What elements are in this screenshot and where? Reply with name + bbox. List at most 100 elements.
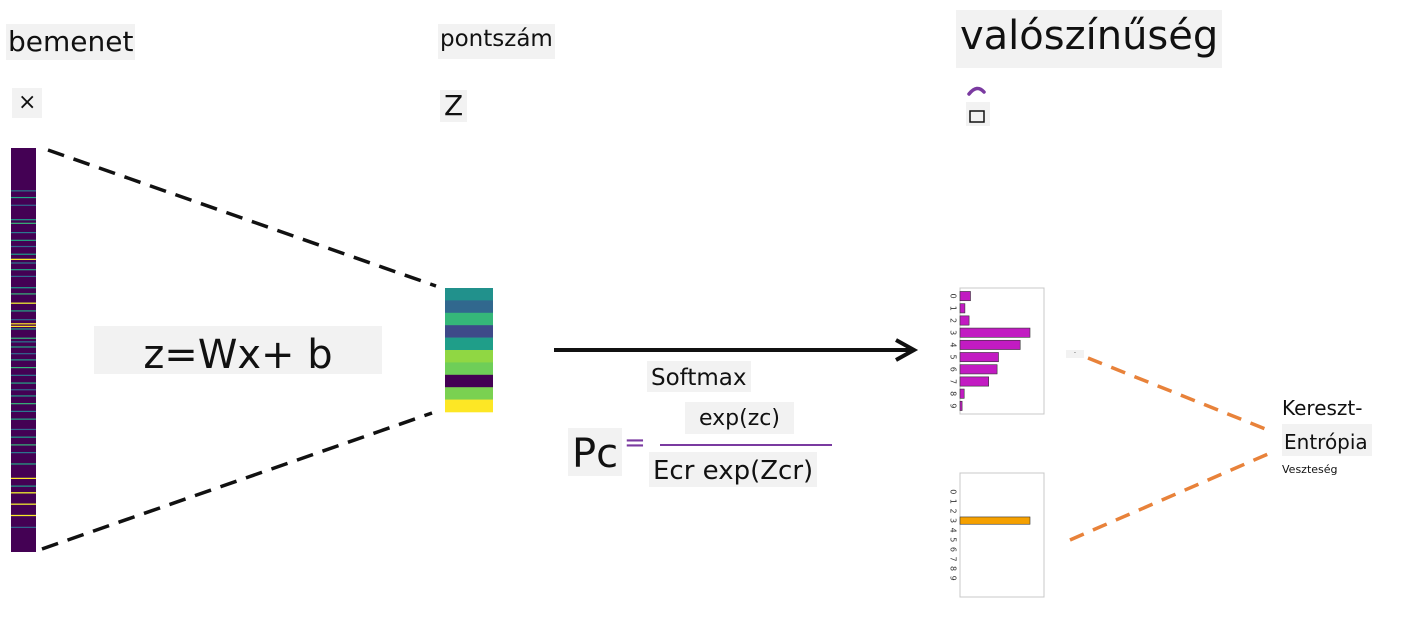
tick-label: 8 <box>949 391 958 396</box>
input-pixel-row <box>11 403 36 405</box>
tick-label: 0 <box>949 489 958 494</box>
tick-label: 6 <box>949 367 958 372</box>
tick-label: 2 <box>949 318 958 323</box>
input-pixel-row-bright <box>11 492 36 494</box>
input-pixel-row-bright <box>11 503 36 505</box>
bar <box>959 388 965 399</box>
input-pixel-row <box>11 485 36 487</box>
bar <box>959 327 1031 338</box>
bar <box>959 291 971 302</box>
input-pixel-row <box>11 269 36 271</box>
loss-top-dash <box>1087 356 1269 432</box>
projection-bottom-dash <box>41 411 433 551</box>
softmax-denominator: Ecr exp(Zcr) <box>649 452 818 487</box>
input-pixel-row <box>11 436 36 438</box>
input-vector-background <box>11 148 36 552</box>
bar <box>959 376 990 387</box>
input-pixel-row <box>11 382 36 384</box>
small-mark: - <box>1066 350 1084 358</box>
input-pixel-row <box>11 310 36 312</box>
tick-label: 8 <box>949 566 958 571</box>
score-vector <box>445 288 493 413</box>
input-pixel-row <box>11 231 36 234</box>
input-pixel-row <box>11 359 36 361</box>
score-cell <box>445 399 493 413</box>
tick-label: 6 <box>949 547 958 552</box>
input-label: bemenet <box>6 24 136 60</box>
input-pixel-row <box>11 319 36 321</box>
tick-label: 5 <box>949 355 958 360</box>
input-pixel-row-bright <box>11 323 36 325</box>
softmax-numerator: exp(zc) <box>685 402 794 434</box>
score-cell <box>445 350 493 363</box>
input-pixel-row-bright <box>11 302 36 304</box>
input-pixel-row <box>11 428 36 431</box>
input-pixel-row <box>11 275 36 277</box>
input-pixel-row <box>11 287 36 289</box>
input-pixel-row <box>11 253 36 255</box>
pc-symbol: Pc <box>568 428 623 476</box>
projection-top-dash <box>47 148 437 288</box>
score-cell <box>445 300 493 314</box>
input-pixel-row <box>11 204 36 206</box>
softmax-label: Softmax <box>647 361 751 392</box>
input-pixel-row <box>11 374 36 376</box>
tick-label: 3 <box>949 330 958 335</box>
tick-label: 1 <box>949 499 958 504</box>
score-cell <box>445 325 493 338</box>
tick-label: 2 <box>949 508 958 513</box>
input-pixel-row <box>11 293 36 295</box>
target-probability-chart: 0 1 2 3 4 5 6 7 8 9 <box>949 472 1045 598</box>
tick-label: 4 <box>949 342 958 347</box>
input-symbol: × <box>12 88 43 118</box>
scores-label: pontszám <box>438 24 555 59</box>
tick-label: 9 <box>949 403 958 408</box>
tick-label: 7 <box>949 556 958 561</box>
input-pixel-row <box>11 410 36 413</box>
input-pixel-row-bright <box>11 477 36 479</box>
chart-frame <box>959 472 1045 598</box>
bar <box>959 364 998 375</box>
tick-label: 1 <box>949 306 958 311</box>
score-cell <box>445 312 493 326</box>
score-cell <box>445 387 493 400</box>
input-vector <box>11 148 36 552</box>
chart-frame <box>959 287 1045 415</box>
tick-label: 9 <box>949 576 958 581</box>
tick-label: 0 <box>949 294 958 299</box>
softmax-arrow-head <box>895 338 919 362</box>
bar <box>959 400 963 411</box>
tick-label: 7 <box>949 379 958 384</box>
input-pixel-row-bright <box>11 258 36 260</box>
score-cell <box>445 288 493 301</box>
input-pixel-row <box>11 196 36 199</box>
bar <box>959 315 970 326</box>
input-pixel-row <box>11 452 36 454</box>
input-pixel-row <box>11 222 36 224</box>
loss-bottom-dash <box>1069 452 1269 542</box>
score-cell <box>445 362 493 376</box>
loss-label: Kereszt- Entrópia Veszteség <box>1282 396 1372 479</box>
input-pixel-row <box>11 262 36 264</box>
bar <box>959 352 999 363</box>
input-pixel-row <box>11 328 36 330</box>
input-pixel-row <box>11 337 36 339</box>
tick-label: 5 <box>949 537 958 542</box>
input-pixel-row <box>11 418 36 420</box>
bar <box>959 303 966 314</box>
input-pixel-row <box>11 526 36 528</box>
tick-label: 3 <box>949 518 958 523</box>
input-pixel-row <box>11 463 36 465</box>
loss-label-line1: Kereszt- <box>1282 396 1363 422</box>
input-pixel-row <box>11 353 36 355</box>
scores-symbol: Z <box>440 90 468 122</box>
equation-label: z=Wx+ b <box>94 326 382 374</box>
input-pixel-row <box>11 245 36 248</box>
bar <box>959 516 1031 525</box>
input-pixel-row <box>11 219 36 221</box>
score-cell <box>445 337 493 351</box>
predicted-probability-chart: 0 1 2 3 4 5 6 7 8 9 <box>949 287 1045 415</box>
probability-label: valószínűség <box>956 10 1223 68</box>
input-pixel-row-bright <box>11 325 36 327</box>
